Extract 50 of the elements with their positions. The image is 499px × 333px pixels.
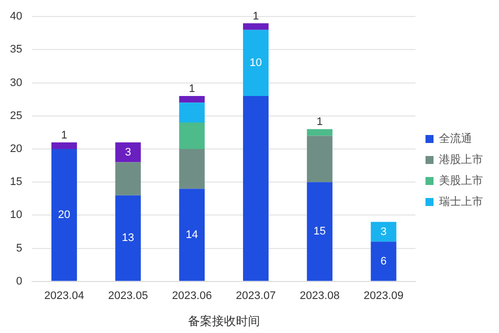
bar xyxy=(306,129,332,136)
bar xyxy=(51,149,77,281)
bar xyxy=(179,96,205,103)
bar xyxy=(306,182,332,281)
y-tick-label: 35 xyxy=(10,44,22,56)
x-tick-label: 2023.09 xyxy=(364,290,404,302)
x-axis-title: 备案接收时间 xyxy=(188,314,260,328)
y-tick-label: 15 xyxy=(10,176,22,188)
bar xyxy=(179,122,205,149)
x-tick-label: 2023.05 xyxy=(108,290,148,302)
bar xyxy=(370,242,396,281)
legend-label: 美股上市 xyxy=(439,174,483,188)
data-label: 6 xyxy=(380,255,387,268)
data-label: 1 xyxy=(316,116,323,128)
legend-label: 港股上市 xyxy=(439,153,483,166)
data-label: 13 xyxy=(122,232,134,244)
bar xyxy=(370,222,396,242)
y-tick-label: 20 xyxy=(10,143,22,156)
data-label: 1 xyxy=(252,10,259,22)
data-label: 3 xyxy=(380,226,387,238)
y-tick-label: 10 xyxy=(10,209,22,222)
bar xyxy=(115,195,141,281)
bar xyxy=(179,149,205,189)
data-label: 15 xyxy=(314,226,326,238)
bar xyxy=(306,136,332,182)
data-label: 20 xyxy=(58,208,70,221)
bar xyxy=(115,142,141,162)
data-label: 1 xyxy=(188,83,195,96)
bar xyxy=(243,96,269,281)
x-tick-label: 2023.04 xyxy=(44,290,84,302)
bar xyxy=(243,23,269,30)
y-tick-label: 40 xyxy=(10,10,22,23)
data-label: 3 xyxy=(124,146,132,158)
legend-label: 全流通 xyxy=(439,132,472,146)
data-label: 1 xyxy=(61,129,68,142)
bar xyxy=(51,142,77,149)
bar xyxy=(243,30,269,96)
data-label: 14 xyxy=(186,228,198,241)
bar xyxy=(179,102,205,123)
bar xyxy=(179,188,205,281)
x-tick-label: 2023.08 xyxy=(300,290,340,302)
y-tick-label: 25 xyxy=(10,110,22,122)
x-tick-label: 2023.07 xyxy=(236,290,276,302)
bar xyxy=(115,162,141,196)
legend-label: 瑞士上市 xyxy=(439,195,483,208)
y-tick-label: 0 xyxy=(16,275,22,288)
y-tick-label: 5 xyxy=(16,242,22,254)
data-label: 10 xyxy=(250,56,262,69)
x-tick-label: 2023.06 xyxy=(172,290,212,302)
y-tick-label: 30 xyxy=(10,76,22,89)
